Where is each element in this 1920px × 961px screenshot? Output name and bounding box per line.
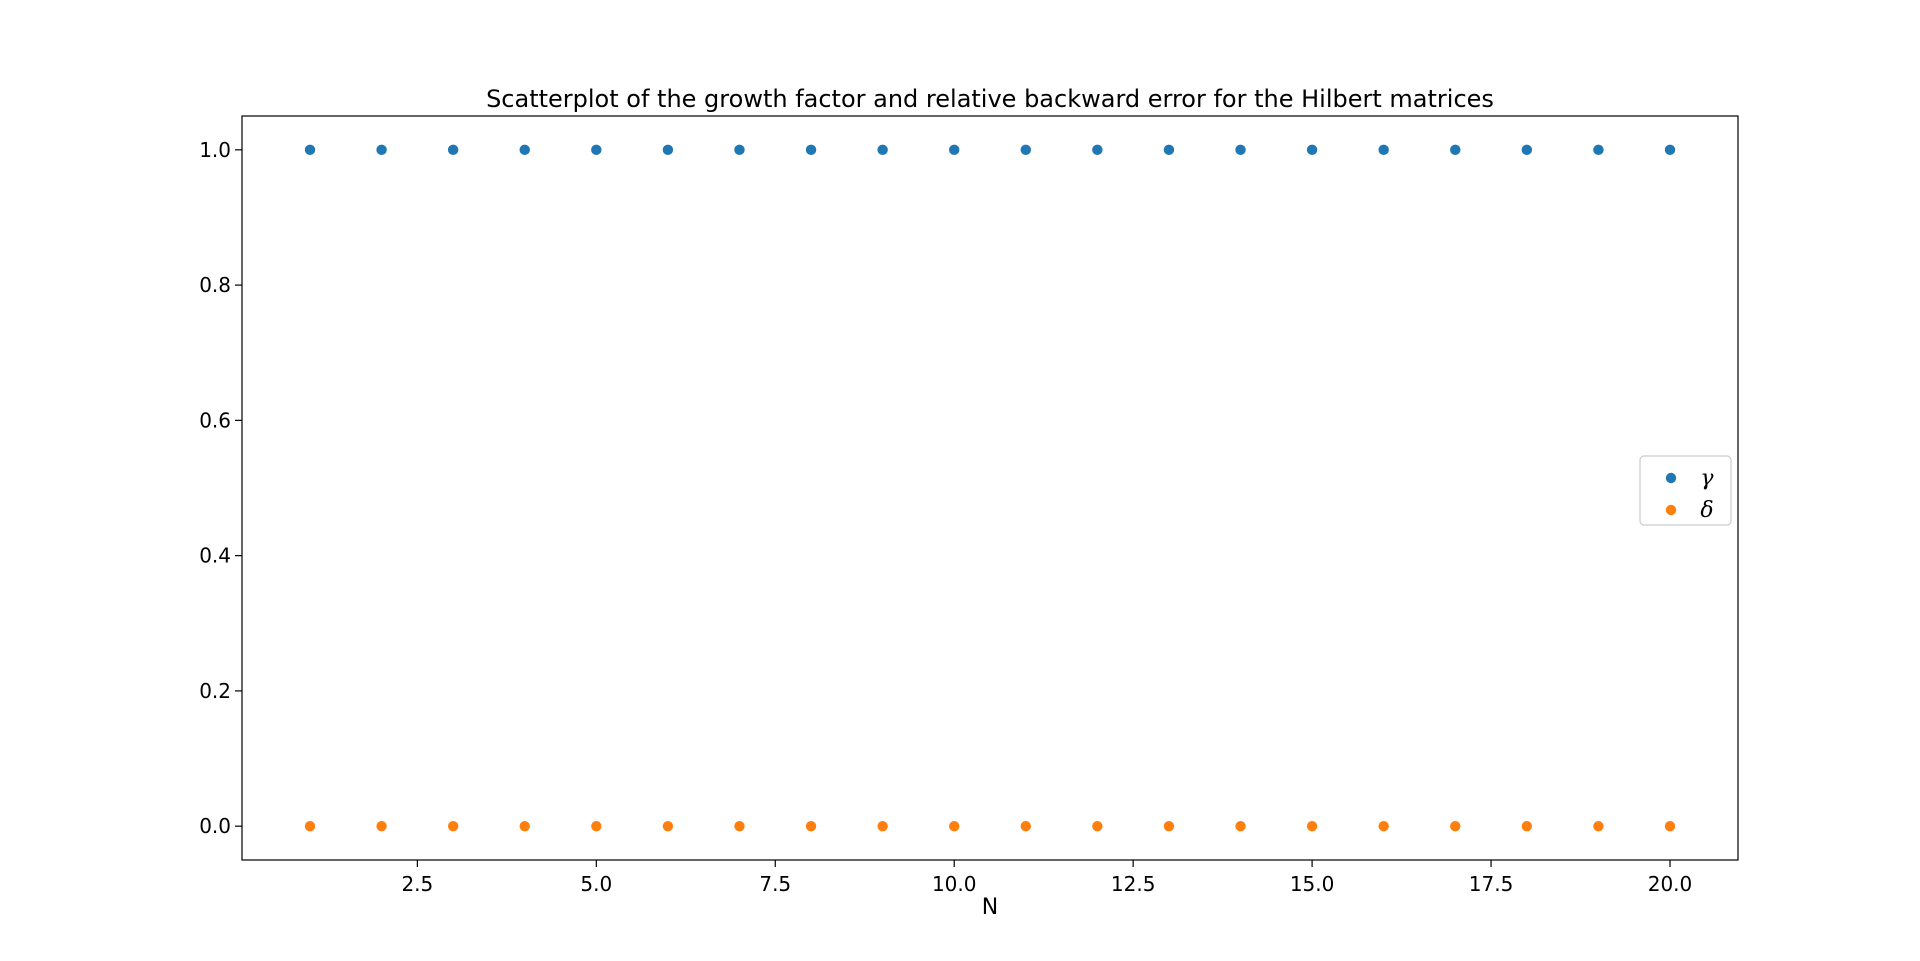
- data-point: [1664, 820, 1676, 832]
- data-point: [1521, 144, 1533, 156]
- chart-title: Scatterplot of the growth factor and rel…: [486, 85, 1494, 113]
- data-point: [1450, 144, 1461, 156]
- y-tick-label: 0.6: [199, 408, 231, 432]
- data-point: [376, 144, 387, 156]
- data-point: [734, 144, 745, 156]
- data-point: [304, 820, 316, 832]
- y-tick-label: 0.4: [199, 544, 231, 568]
- data-point: [1020, 820, 1031, 832]
- data-point: [662, 820, 674, 832]
- y-tick-label: 0.0: [199, 814, 231, 838]
- data-point: [1378, 820, 1389, 832]
- x-tick-label: 15.0: [1290, 872, 1335, 896]
- data-point: [1521, 820, 1533, 832]
- data-point: [877, 144, 888, 156]
- data-point: [1664, 144, 1676, 156]
- data-point: [1450, 820, 1461, 832]
- data-point: [519, 820, 530, 832]
- data-point: [1235, 820, 1246, 832]
- series-gamma: [304, 144, 1676, 156]
- y-axis: 0.0 0.2 0.4 0.6 0.8 1.0: [199, 138, 242, 838]
- data-point: [1020, 144, 1031, 156]
- y-tick-label: 0.2: [199, 679, 231, 703]
- y-tick-label: 1.0: [199, 138, 231, 162]
- data-point: [519, 144, 530, 156]
- data-point: [805, 820, 817, 832]
- x-tick-label: 12.5: [1111, 872, 1156, 896]
- legend-label: γ: [1700, 466, 1714, 491]
- data-point: [662, 144, 674, 156]
- y-tick-label: 0.8: [199, 273, 231, 297]
- legend-marker: [1665, 472, 1677, 484]
- legend-label: δ: [1700, 498, 1713, 523]
- series-delta: [304, 820, 1676, 832]
- legend: γδ: [1639, 455, 1732, 526]
- data-point: [447, 820, 459, 832]
- x-tick-label: 7.5: [759, 872, 791, 896]
- x-tick-label: 5.0: [580, 872, 612, 896]
- data-point: [1163, 144, 1175, 156]
- data-point: [805, 144, 817, 156]
- plot-area: [304, 144, 1676, 832]
- data-point: [1235, 144, 1246, 156]
- data-point: [949, 820, 960, 832]
- data-point: [376, 820, 387, 832]
- x-tick-label: 10.0: [932, 872, 977, 896]
- data-point: [1092, 820, 1103, 832]
- x-axis-label: N: [982, 895, 998, 920]
- x-tick-label: 20.0: [1648, 872, 1693, 896]
- x-axis: 2.5 5.0 7.5 10.0 12.5 15.0 17.5 20.0: [401, 860, 1692, 896]
- data-point: [591, 820, 602, 832]
- data-point: [949, 144, 960, 156]
- data-point: [877, 820, 888, 832]
- data-point: [1306, 820, 1318, 832]
- x-tick-label: 17.5: [1469, 872, 1514, 896]
- data-point: [1306, 144, 1318, 156]
- data-point: [304, 144, 316, 156]
- x-tick-label: 2.5: [401, 872, 433, 896]
- data-point: [447, 144, 459, 156]
- data-point: [1593, 820, 1604, 832]
- data-point: [1378, 144, 1389, 156]
- data-point: [591, 144, 602, 156]
- legend-box: [1639, 455, 1732, 526]
- axes-frame: [241, 115, 1739, 861]
- legend-marker: [1665, 504, 1677, 516]
- data-point: [734, 820, 745, 832]
- data-point: [1593, 144, 1604, 156]
- data-point: [1092, 144, 1103, 156]
- data-point: [1163, 820, 1175, 832]
